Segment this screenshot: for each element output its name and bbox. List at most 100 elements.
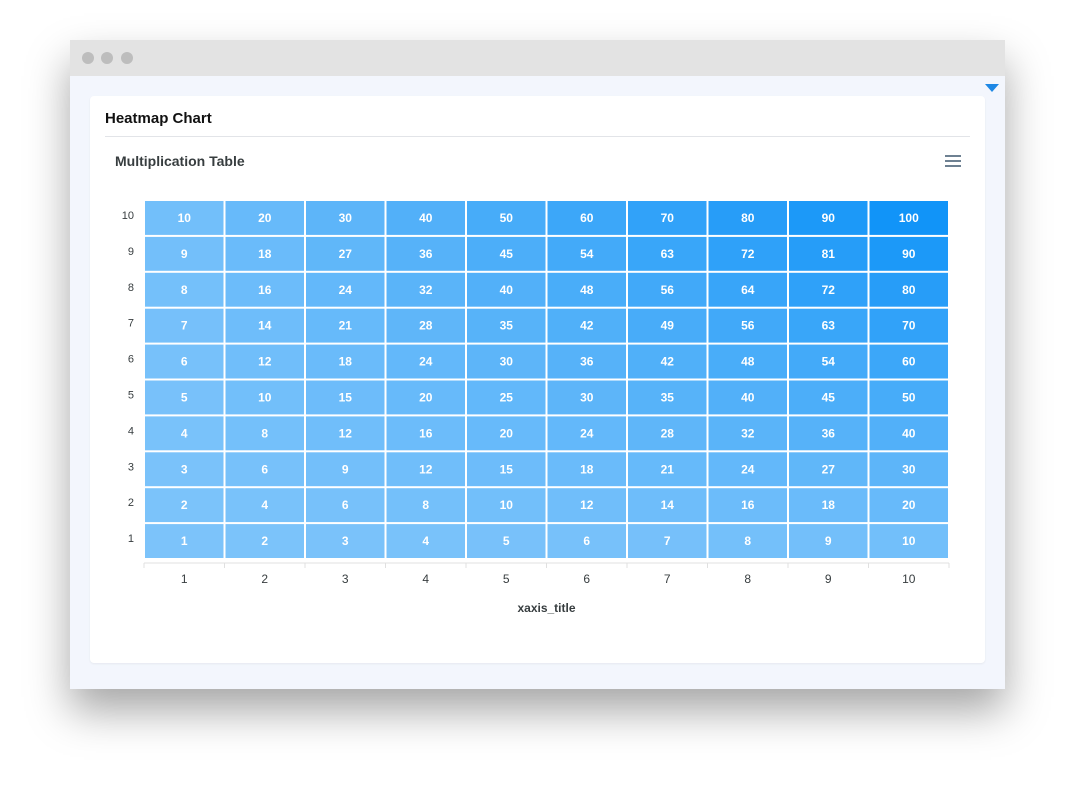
- cell-data-label: 24: [580, 426, 594, 440]
- heatmap-cell: [225, 524, 304, 558]
- cell-data-label: 6: [583, 534, 590, 548]
- cell-data-label: 9: [342, 462, 349, 476]
- heatmap-cell: [306, 201, 385, 235]
- cell-data-label: 14: [258, 319, 272, 333]
- heatmap-cell: [467, 488, 546, 523]
- heatmap-cell: [145, 236, 224, 271]
- heatmap-cell: [145, 344, 224, 379]
- cell-data-label: 72: [741, 247, 755, 261]
- heatmap-cell: [628, 201, 707, 235]
- heatmap-cell: [145, 308, 224, 343]
- heatmap-cell: [628, 416, 707, 451]
- heatmap-cell: [789, 380, 868, 415]
- heatmap-cell: [386, 524, 465, 558]
- heatmap-cell: [306, 308, 385, 343]
- cell-data-label: 32: [419, 283, 433, 297]
- heatmap-cell: [467, 236, 546, 271]
- cell-data-label: 10: [258, 390, 272, 404]
- cell-data-label: 12: [580, 498, 594, 512]
- heatmap-cell: [869, 380, 948, 415]
- cell-data-label: 8: [422, 498, 429, 512]
- window-close-dot[interactable]: [82, 52, 94, 64]
- heatmap-cell: [386, 488, 465, 523]
- heatmap-cell: [386, 201, 465, 235]
- heatmap-cell: [789, 236, 868, 271]
- chart-menu-icon[interactable]: [945, 155, 961, 167]
- heatmap-cell: [306, 236, 385, 271]
- cell-data-label: 30: [339, 211, 353, 225]
- cell-data-label: 54: [822, 355, 836, 369]
- heatmap-cell: [789, 308, 868, 343]
- heatmap-cell: [789, 488, 868, 523]
- cell-data-label: 45: [822, 390, 836, 404]
- cell-data-label: 3: [342, 534, 349, 548]
- heatmap-cell: [467, 524, 546, 558]
- heatmap-cell: [789, 201, 868, 235]
- browser-window: Heatmap Chart Multiplication Table 1 2 3 4 5 6…: [70, 40, 1005, 689]
- cell-data-label: 14: [661, 498, 675, 512]
- cell-data-label: 9: [181, 247, 188, 261]
- cell-data-label: 36: [419, 247, 433, 261]
- heatmap-cell: [145, 416, 224, 451]
- cell-data-label: 4: [422, 534, 429, 548]
- heatmap-cell: [869, 488, 948, 523]
- cell-data-label: 12: [419, 462, 433, 476]
- cell-data-label: 72: [822, 283, 836, 297]
- cell-data-label: 28: [419, 319, 433, 333]
- cell-data-label: 28: [661, 426, 675, 440]
- cell-data-label: 27: [822, 462, 836, 476]
- cell-data-label: 5: [181, 390, 188, 404]
- cell-data-label: 25: [500, 390, 514, 404]
- cell-data-label: 8: [181, 283, 188, 297]
- heatmap-cell: [225, 416, 304, 451]
- heatmap-cell: [708, 236, 787, 271]
- cell-data-label: 18: [822, 498, 836, 512]
- cell-data-label: 6: [261, 462, 268, 476]
- heatmap-cell: [628, 308, 707, 343]
- heatmap-cell: [547, 524, 626, 558]
- heatmap-cell: [708, 380, 787, 415]
- heatmap-cell: [869, 524, 948, 558]
- cell-data-label: 90: [822, 211, 836, 225]
- heatmap-cell: [225, 380, 304, 415]
- cell-data-label: 63: [661, 247, 675, 261]
- cell-data-label: 80: [741, 211, 755, 225]
- heatmap-cell: [145, 201, 224, 235]
- cell-data-label: 15: [500, 462, 514, 476]
- cell-data-label: 48: [741, 355, 755, 369]
- heatmap-cell: [467, 344, 546, 379]
- heatmap-cell: [708, 524, 787, 558]
- cell-data-label: 10: [902, 534, 916, 548]
- cell-data-label: 21: [339, 319, 353, 333]
- heatmap-cell: [306, 380, 385, 415]
- heatmap-cell: [708, 308, 787, 343]
- cell-data-label: 42: [661, 355, 675, 369]
- cell-data-label: 40: [902, 426, 916, 440]
- heatmap-cell: [386, 416, 465, 451]
- cell-data-label: 1: [181, 534, 188, 548]
- y-tick-label: 4: [128, 425, 134, 437]
- heatmap-cell: [386, 272, 465, 307]
- cell-data-label: 50: [500, 211, 514, 225]
- window-maximize-dot[interactable]: [121, 52, 133, 64]
- y-tick-label: 7: [128, 318, 134, 330]
- heatmap-cell: [869, 344, 948, 379]
- x-tick-label: 4: [422, 572, 429, 586]
- cell-data-label: 70: [661, 211, 675, 225]
- dropdown-caret-icon[interactable]: [985, 84, 999, 92]
- cell-data-label: 36: [580, 355, 594, 369]
- heatmap-cell: [547, 236, 626, 271]
- cell-data-label: 4: [181, 426, 188, 440]
- cell-data-label: 40: [741, 390, 755, 404]
- window-minimize-dot[interactable]: [101, 52, 113, 64]
- cell-data-label: 12: [339, 426, 353, 440]
- heatmap-cell: [708, 201, 787, 235]
- heatmap-cell: [467, 416, 546, 451]
- cell-data-label: 20: [500, 426, 514, 440]
- cell-data-label: 12: [258, 355, 272, 369]
- y-tick-label: 10: [122, 210, 134, 222]
- x-tick-label: 2: [261, 572, 268, 586]
- cell-data-label: 35: [661, 390, 675, 404]
- cell-data-label: 10: [178, 211, 192, 225]
